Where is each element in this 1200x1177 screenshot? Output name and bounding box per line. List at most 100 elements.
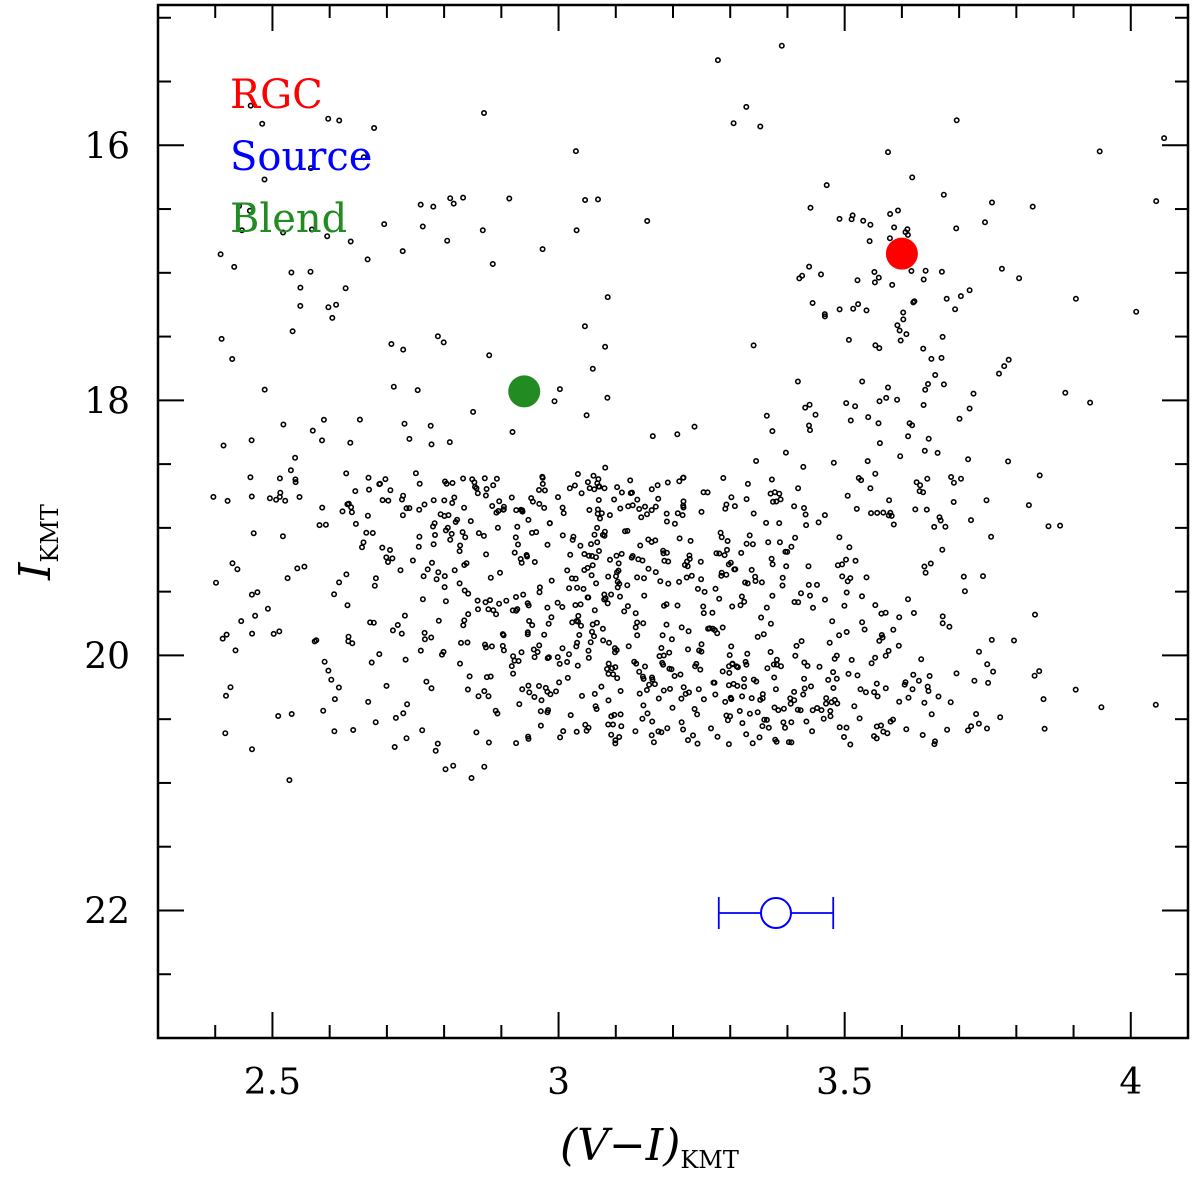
field-star-point [769, 498, 776, 505]
field-star-point [843, 724, 850, 731]
field-star-point [863, 307, 870, 314]
field-star-point [564, 658, 571, 665]
field-star-point [655, 728, 662, 735]
field-star-point [261, 386, 268, 393]
field-star-point [665, 580, 672, 587]
field-star-point [519, 508, 526, 515]
field-star-point [496, 569, 503, 576]
field-star-point [467, 518, 474, 525]
field-star-point [750, 510, 757, 517]
field-star-point [615, 567, 622, 574]
field-star-point [924, 475, 931, 482]
field-star-point [541, 504, 548, 511]
field-star-point [923, 506, 930, 513]
field-star-point [419, 223, 426, 230]
field-star-point [823, 182, 830, 189]
field-star-point [548, 614, 555, 621]
field-star-point [1001, 363, 1008, 370]
field-star-point [887, 718, 894, 725]
field-star-point [913, 479, 920, 486]
field-star-point [804, 662, 811, 669]
field-star-point [676, 578, 683, 585]
field-star-point [659, 659, 666, 666]
field-star-point [664, 479, 671, 486]
field-star-point [598, 683, 605, 690]
field-star-point [739, 720, 746, 727]
field-star-point [577, 622, 584, 629]
field-star-point [1029, 203, 1036, 210]
field-star-point [875, 420, 882, 427]
field-star-point [871, 268, 878, 275]
field-star-point [716, 550, 723, 557]
field-star-point [605, 639, 612, 646]
field-star-point [905, 433, 912, 440]
field-star-point [709, 609, 716, 616]
field-star-point [710, 679, 717, 686]
field-star-point [328, 676, 335, 683]
field-star-point [556, 679, 563, 686]
field-star-point [880, 509, 887, 516]
field-star-point [448, 530, 455, 537]
field-star-point [365, 474, 372, 481]
field-star-point [768, 555, 775, 562]
field-star-point [1045, 523, 1052, 530]
field-star-point [997, 714, 1004, 721]
field-star-point [783, 563, 790, 570]
field-star-point [428, 634, 435, 641]
field-star-point [652, 503, 659, 510]
field-star-point [678, 695, 685, 702]
field-star-point [953, 117, 960, 124]
field-star-point [965, 456, 972, 463]
field-star-point [1040, 696, 1047, 703]
field-star-point [1057, 522, 1064, 529]
field-star-point [489, 260, 496, 267]
field-star-point [872, 602, 879, 609]
field-star-point [661, 557, 668, 564]
field-star-point [843, 589, 850, 596]
field-star-point [906, 420, 913, 427]
field-star-point [1032, 611, 1039, 618]
field-star-point [925, 435, 932, 442]
field-star-point [975, 648, 982, 655]
field-star-point [482, 492, 489, 499]
field-star-point [286, 777, 293, 784]
field-star-point [385, 497, 392, 504]
field-star-point [744, 480, 751, 487]
field-star-point [890, 626, 897, 633]
field-star-point [421, 629, 428, 636]
field-star-point [821, 512, 828, 519]
field-star-point [830, 459, 837, 466]
field-star-point [529, 498, 536, 505]
field-star-point [592, 703, 599, 710]
field-star-point [763, 604, 770, 611]
field-star-point [650, 739, 657, 746]
field-star-point [348, 509, 355, 516]
field-star-point [391, 743, 398, 750]
field-star-point [247, 102, 254, 109]
field-star-point [902, 679, 909, 686]
field-star-point [854, 277, 861, 284]
field-star-point [566, 585, 573, 592]
field-star-point [644, 218, 651, 225]
field-star-point [921, 447, 928, 454]
field-star-point [772, 686, 779, 693]
field-star-point [586, 485, 593, 492]
field-star-point [660, 652, 667, 659]
field-star-point [651, 681, 658, 688]
field-star-point [292, 454, 299, 461]
field-star-point [360, 154, 367, 161]
field-star-point [442, 766, 449, 773]
field-star-point [585, 654, 592, 661]
field-star-point [640, 702, 647, 709]
field-star-point [530, 646, 537, 653]
field-star-point [640, 575, 647, 582]
field-star-point [441, 584, 448, 591]
field-star-point [884, 384, 891, 391]
field-star-point [666, 649, 673, 656]
field-star-point [666, 685, 673, 692]
field-star-point [223, 631, 230, 638]
field-star-point [515, 657, 522, 664]
field-star-point [612, 573, 619, 580]
field-star-point [449, 479, 456, 486]
field-star-point [871, 689, 878, 696]
